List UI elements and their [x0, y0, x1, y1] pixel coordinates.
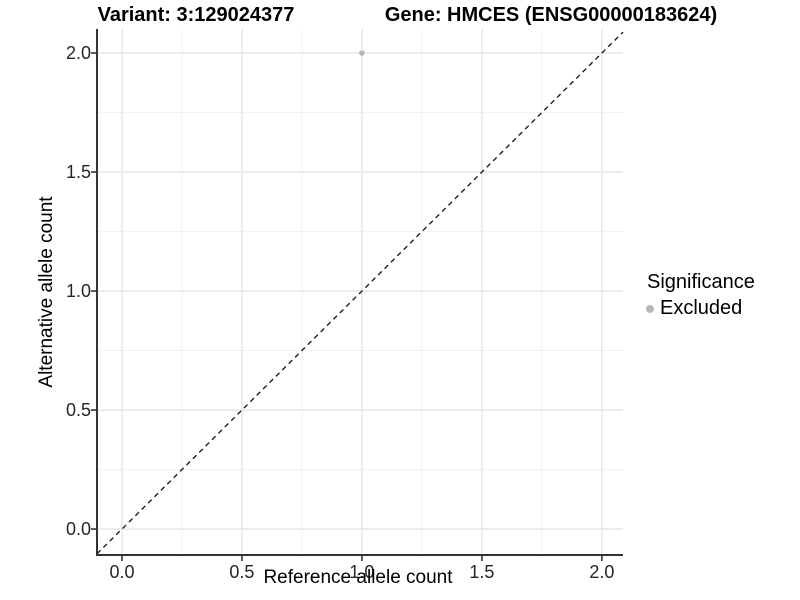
- legend-entry-excluded: Excluded: [643, 297, 755, 320]
- gene-title: Gene: HMCES (ENSG00000183624): [384, 4, 718, 26]
- x-tick-label: 0.0: [109, 562, 135, 582]
- y-tick-label: 1.0: [65, 280, 91, 301]
- identity-reference-line: [96, 31, 624, 555]
- x-axis-title: Reference allele count: [263, 567, 453, 588]
- y-axis-title: Alternative allele count: [36, 196, 57, 388]
- x-tick-label: 1.5: [469, 562, 495, 582]
- legend: Significance Excluded: [643, 271, 755, 320]
- y-tick-label: 0.5: [65, 399, 91, 420]
- data-point: [359, 50, 365, 56]
- legend-entry-label: Excluded: [660, 297, 743, 319]
- y-tick-label: 0.0: [65, 518, 91, 539]
- legend-title: Significance: [647, 271, 755, 293]
- variant-title: Variant: 3:129024377: [97, 4, 295, 26]
- x-tick-label: 2.0: [589, 562, 615, 582]
- x-tick-label: 0.5: [229, 562, 255, 582]
- x-tick-label: 1.0: [349, 562, 375, 582]
- y-tick-label: 2.0: [65, 42, 91, 63]
- excluded-point-icon: [646, 304, 654, 313]
- y-tick-label: 1.5: [65, 161, 91, 182]
